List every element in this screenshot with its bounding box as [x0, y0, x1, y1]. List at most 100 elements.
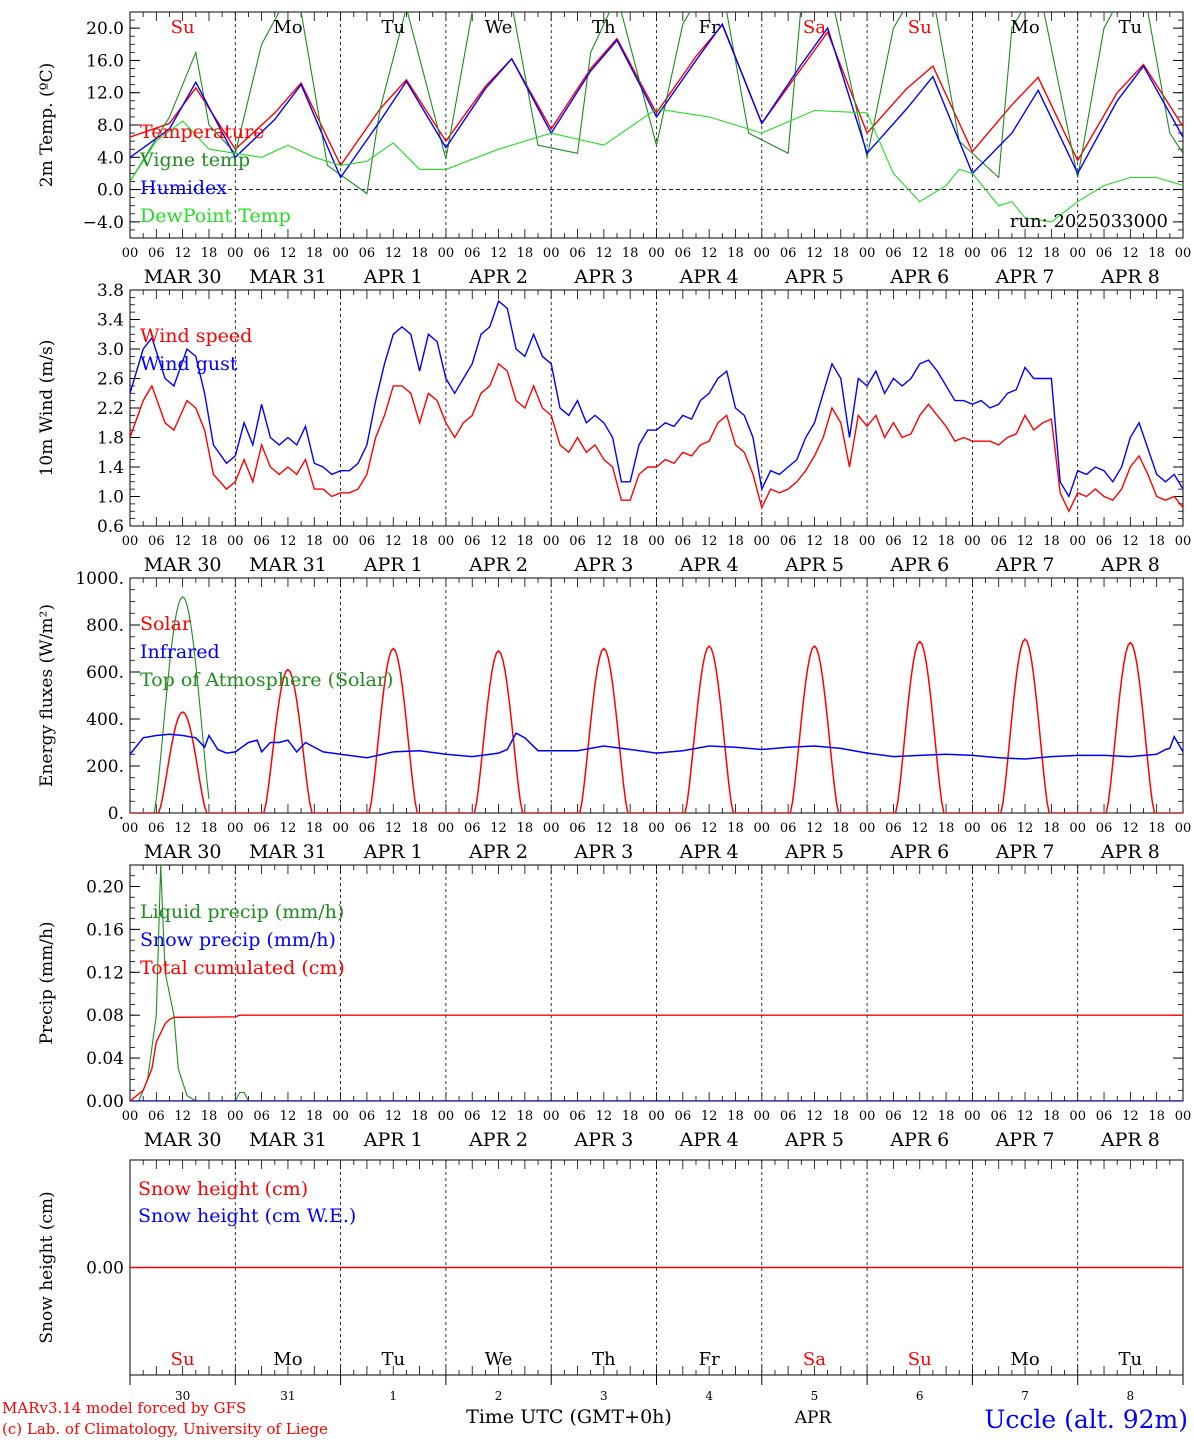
y-tick-label: 0.08: [86, 1006, 124, 1026]
y-tick-label: 0.20: [86, 877, 124, 897]
x-tick-label: 18: [411, 1109, 428, 1124]
x-tick-label: 06: [359, 534, 376, 549]
x-tick-label: 18: [727, 821, 744, 836]
date-label: APR 1: [363, 841, 423, 863]
x-tick-label: 12: [911, 246, 928, 261]
date-label: APR 3: [573, 1129, 633, 1151]
x-tick-label: 18: [517, 534, 534, 549]
x-tick-label: 12: [596, 534, 613, 549]
x-tick-label: 00: [648, 821, 665, 836]
date-label: APR 8: [1100, 554, 1160, 576]
x-tick-label: 00: [543, 534, 560, 549]
x-tick-label: 18: [306, 821, 323, 836]
x-tick-label: 00: [1069, 534, 1086, 549]
series-liquid-precip-mm-h-: [130, 865, 1183, 1101]
y-tick-label: 16.0: [86, 51, 124, 71]
x-tick-label: 12: [174, 1109, 191, 1124]
x-tick-label: 12: [280, 246, 297, 261]
series-wind-speed: [130, 362, 1183, 513]
x-tick-label: 12: [701, 821, 718, 836]
x-tick-label: 12: [596, 1109, 613, 1124]
x-tick-label: 06: [675, 821, 692, 836]
series-temperature: [130, 23, 1183, 167]
date-label: APR 2: [468, 266, 528, 288]
date-label: APR 4: [679, 841, 739, 863]
credit-line-2: (c) Lab. of Climatology, University of L…: [2, 1420, 328, 1438]
x-tick-label: 18: [727, 1109, 744, 1124]
series-top-of-atmosphere-solar: [130, 596, 210, 813]
day-name: Mo: [1010, 17, 1039, 38]
x-tick-label: 06: [148, 821, 165, 836]
x-tick-label: 12: [385, 1109, 402, 1124]
panel-temp: −4.0 0.0 4.0 8.0 12.0 16.0 20.0 2m Temp. (ºC) 00…: [37, 11, 1191, 288]
x-tick-label: 12: [701, 246, 718, 261]
x-tick-label: 06: [990, 534, 1007, 549]
x-tick-label: 18: [833, 246, 850, 261]
x-tick-label: 06: [148, 534, 165, 549]
plot-area-temp: [130, 12, 1183, 223]
x-tick-label: 00: [1069, 246, 1086, 261]
date-label: APR 4: [679, 1129, 739, 1151]
legend-item: Snow height (cm): [138, 1178, 308, 1200]
x-tick-label: 18: [1148, 821, 1165, 836]
y-tick-label: 3.4: [97, 311, 124, 331]
y-tick-label: 20.0: [86, 19, 124, 39]
x-tick-label: 00: [332, 1109, 349, 1124]
x-tick-label: 00: [859, 821, 876, 836]
x-tick-label: 12: [280, 534, 297, 549]
x-tick-label: 00: [438, 534, 455, 549]
x-tick-label: 00: [543, 821, 560, 836]
plot-area-precip: [130, 865, 1183, 1101]
x-tick-label: 12: [1122, 821, 1139, 836]
x-tick-label: 00: [1175, 534, 1192, 549]
x-tick-label: 06: [1096, 246, 1113, 261]
date-label: MAR 31: [249, 841, 327, 863]
x-tick-label: 18: [411, 246, 428, 261]
date-label: MAR 30: [144, 841, 222, 863]
x-tick-label: 00: [648, 246, 665, 261]
day-name: Su: [171, 1349, 195, 1370]
y-tick-label: 1.0: [97, 488, 124, 508]
plot-area-wind: [130, 299, 1183, 513]
x-tick-label: 12: [911, 534, 928, 549]
date-label: APR 1: [363, 266, 423, 288]
y-tick-label: 0.00: [86, 1092, 124, 1112]
y-tick-label: 1.4: [97, 458, 124, 478]
x-tick-label: 18: [622, 246, 639, 261]
x-tick-label: 00: [227, 534, 244, 549]
x-tick-label: 18: [306, 246, 323, 261]
date-label: APR 5: [784, 841, 844, 863]
x-tick-label: 12: [174, 821, 191, 836]
x-tick-label: 00: [438, 821, 455, 836]
x-tick-label: 12: [1122, 1109, 1139, 1124]
day-number: 6: [916, 1389, 924, 1403]
x-tick-label: 06: [253, 534, 270, 549]
x-tick-label: 06: [675, 246, 692, 261]
x-tick-label: 06: [148, 1109, 165, 1124]
date-label: MAR 30: [144, 266, 222, 288]
y-tick-label: 0.6: [97, 517, 124, 537]
x-tick-label: 12: [490, 534, 507, 549]
x-tick-label: 12: [806, 1109, 823, 1124]
day-name: Mo: [273, 17, 302, 38]
x-tick-label: 00: [227, 246, 244, 261]
x-tick-label: 00: [122, 534, 139, 549]
x-tick-label: 12: [1017, 246, 1034, 261]
run-label: run: 2025033000: [1010, 211, 1168, 232]
y-tick-label: 12.0: [86, 84, 124, 104]
y-tick-label: 0.12: [86, 963, 124, 983]
legend-item: Vigne temp: [139, 149, 250, 171]
x-tick-label: 00: [438, 1109, 455, 1124]
x-tick-label: 00: [859, 534, 876, 549]
x-tick-label: 18: [727, 246, 744, 261]
day-number: 4: [705, 1389, 713, 1403]
y-tick-label: 0.04: [86, 1049, 124, 1069]
y-tick-label: 600.: [86, 663, 124, 683]
legend-item: Humidex: [140, 177, 227, 199]
y-tick-label: 400.: [86, 710, 124, 730]
x-tick-label: 00: [648, 1109, 665, 1124]
x-tick-label: 00: [964, 821, 981, 836]
x-tick-label: 18: [833, 821, 850, 836]
x-tick-label: 06: [675, 534, 692, 549]
x-tick-label: 06: [569, 534, 586, 549]
